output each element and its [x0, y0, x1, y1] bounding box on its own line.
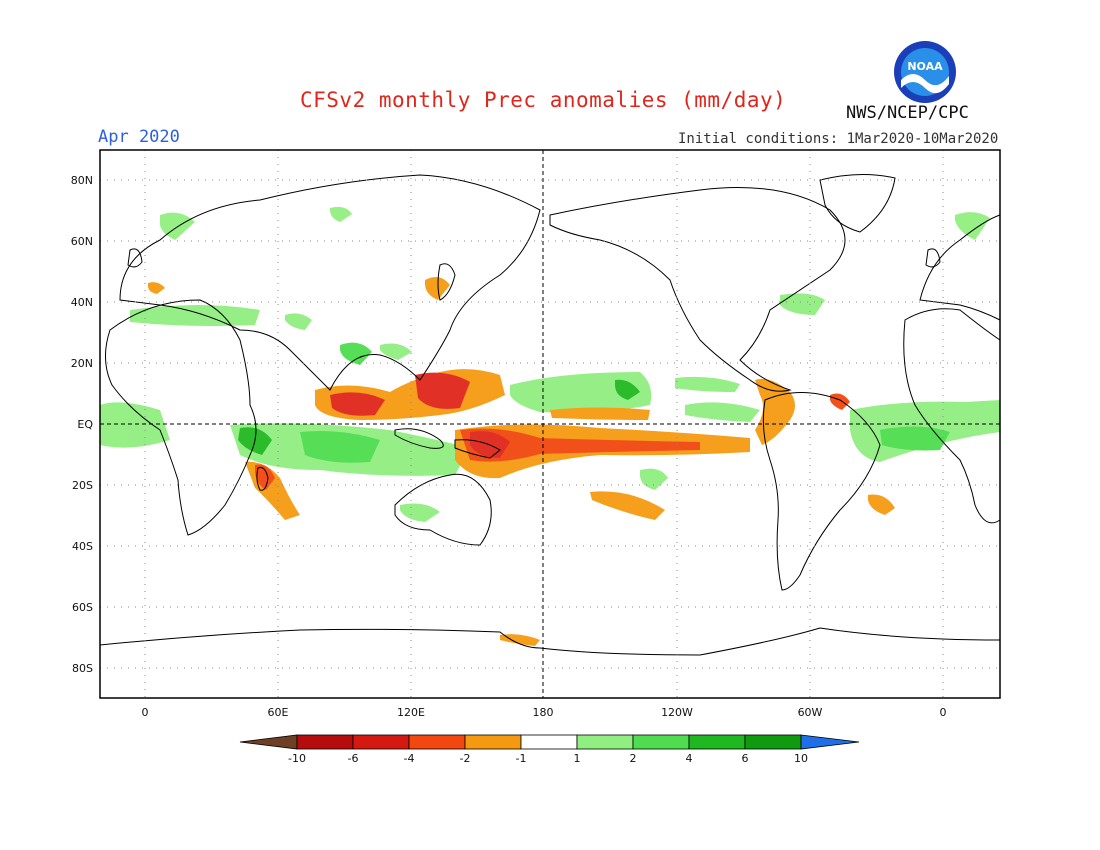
africa-outline [105, 299, 257, 536]
lat-label: 60S [72, 601, 93, 614]
dry-region-itcz-north [550, 407, 650, 420]
wet-region-east-pacific [675, 376, 740, 392]
europe-outline-repeat [919, 214, 1001, 321]
dry-region-south-atlantic [868, 494, 895, 515]
logo-text: NOAA [907, 60, 943, 73]
colorbar-swatch [352, 734, 410, 750]
dry-region-madagascar-core [255, 464, 275, 490]
wet-region-east-pacific-south [685, 402, 760, 422]
wet-region-indian-ocean-core [300, 431, 380, 463]
lat-label: 20S [72, 479, 93, 492]
colorbar-label: 6 [742, 752, 749, 765]
greenland-outline [819, 173, 896, 233]
colorbar-label: -10 [288, 752, 306, 765]
colorbar-arrow-left [239, 734, 298, 750]
uk-outline [127, 248, 143, 268]
uk-outline-repeat [925, 248, 941, 268]
colorbar-swatch [520, 734, 578, 750]
dry-region-central-america [755, 378, 795, 445]
agency-label: NWS/NCEP/CPC [846, 103, 969, 123]
lat-label: 80S [72, 662, 93, 675]
colorbar-label: -1 [516, 752, 527, 765]
colorbar-label: 4 [686, 752, 693, 765]
colorbar-label: -4 [404, 752, 415, 765]
lat-label: 40S [72, 540, 93, 553]
dry-region-philippine-sea [415, 372, 470, 409]
colorbar-swatch [296, 734, 354, 750]
lat-label: 80N [71, 174, 93, 187]
wet-region-atlantic-west-core [880, 426, 950, 451]
wet-region-bay-of-bengal [340, 342, 372, 365]
antarctica-outline [99, 627, 1001, 656]
continent-outlines [99, 173, 1001, 656]
dry-region-antarctic-coast [500, 634, 540, 646]
initial-conditions: Initial conditions: 1Mar2020-10Mar2020 [678, 131, 999, 147]
dry-region-arabian-core [330, 392, 385, 416]
dry-region-venezuela [830, 393, 850, 410]
chart-title: CFSv2 monthly Prec anomalies (mm/day) [300, 88, 787, 112]
lat-label: 20N [71, 357, 93, 370]
lat-label: 40N [71, 296, 93, 309]
map-frame [99, 149, 1001, 699]
eurasia-outline [119, 174, 541, 391]
lon-label: 60E [268, 706, 289, 719]
africa-outline-repeat [903, 308, 1001, 524]
dry-region-south-pacific [590, 491, 665, 520]
forecast-month: Apr 2020 [98, 127, 180, 147]
dry-region-equatorial-pacific-mid [460, 428, 700, 462]
lon-label: 180 [533, 706, 554, 719]
colorbar: -10 -6 -4 -2 -1 1 2 4 6 10 [239, 734, 860, 765]
colorbar-swatch [688, 734, 746, 750]
colorbar-label: -2 [460, 752, 471, 765]
japan-outline [437, 263, 456, 301]
dry-region-korea [425, 276, 450, 300]
wet-region-central-asia [285, 313, 312, 330]
indonesia-outline [394, 428, 444, 449]
wet-region-australia [400, 503, 440, 522]
colorbar-swatch [464, 734, 522, 750]
longitude-labels: 0 60E 120E 180 120W 60W 0 [142, 706, 947, 719]
colorbar-swatch [576, 734, 634, 750]
colorbar-swatch [744, 734, 802, 750]
lon-label: 120E [397, 706, 425, 719]
latitude-labels: 80N 60N 40N 20N EQ 20S 40S 60S 80S [71, 174, 94, 675]
wet-region-siberia [330, 206, 352, 222]
madagascar-outline [256, 467, 269, 491]
colorbar-swatch [408, 734, 466, 750]
colorbar-label: 2 [630, 752, 637, 765]
wet-region-atlantic-east [100, 402, 170, 448]
lon-label: 120W [661, 706, 693, 719]
wet-region-south-china [380, 343, 412, 360]
australia-outline [394, 473, 492, 546]
lon-label: 0 [940, 706, 947, 719]
wet-region-central-pacific-core [615, 379, 640, 400]
wet-region-scandinavia-repeat [955, 212, 990, 240]
colorbar-swatch [632, 734, 690, 750]
new-guinea-outline [454, 439, 501, 459]
north-america-outline [549, 187, 846, 392]
dry-region-iberia [148, 282, 165, 294]
lat-label: EQ [77, 418, 93, 431]
lon-label: 60W [798, 706, 823, 719]
lat-label: 60N [71, 235, 93, 248]
wet-region-north-atlantic [780, 293, 825, 315]
colorbar-label: -6 [348, 752, 359, 765]
colorbar-label: 10 [794, 752, 808, 765]
noaa-logo-icon: NOAA [894, 41, 956, 103]
colorbar-arrow-right [800, 734, 860, 750]
colorbar-label: 1 [574, 752, 581, 765]
south-america-outline [762, 392, 881, 591]
lon-label: 0 [142, 706, 149, 719]
